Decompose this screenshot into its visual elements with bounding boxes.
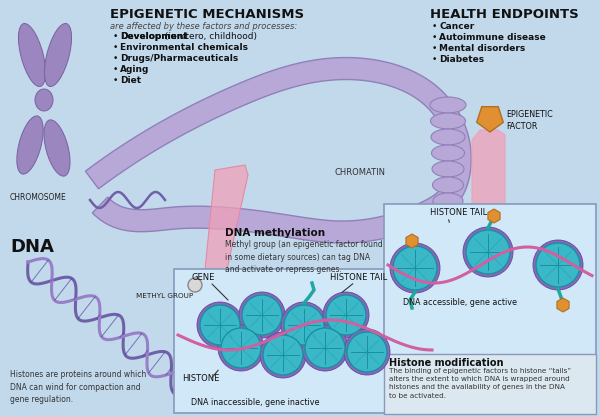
Text: Diet: Diet	[120, 76, 141, 85]
Ellipse shape	[44, 120, 70, 176]
Text: DNA: DNA	[10, 238, 54, 256]
Circle shape	[221, 328, 261, 368]
Text: DNA methylation: DNA methylation	[225, 228, 325, 238]
Text: Development: Development	[120, 32, 188, 41]
Circle shape	[239, 292, 285, 338]
Text: •: •	[113, 32, 118, 41]
Circle shape	[347, 332, 387, 372]
Polygon shape	[200, 165, 248, 283]
Ellipse shape	[431, 113, 466, 129]
Ellipse shape	[432, 161, 464, 177]
Text: Cancer: Cancer	[439, 22, 474, 31]
Text: •: •	[432, 22, 437, 31]
Polygon shape	[85, 58, 471, 243]
Circle shape	[393, 246, 437, 290]
Text: (in utero, childhood): (in utero, childhood)	[163, 32, 257, 41]
Text: Diabetes: Diabetes	[439, 55, 484, 64]
Text: DNA inaccessible, gene inactive: DNA inaccessible, gene inactive	[191, 398, 319, 407]
Text: •: •	[113, 43, 118, 52]
Circle shape	[463, 227, 513, 277]
Text: •: •	[432, 33, 437, 42]
Ellipse shape	[17, 116, 43, 174]
Text: HISTONE TAIL: HISTONE TAIL	[330, 273, 387, 282]
Ellipse shape	[431, 129, 465, 145]
Circle shape	[200, 305, 240, 345]
Text: HISTONE: HISTONE	[182, 374, 220, 383]
Text: CHROMOSOME: CHROMOSOME	[10, 193, 67, 202]
Ellipse shape	[19, 23, 46, 86]
Circle shape	[188, 278, 202, 292]
Circle shape	[390, 243, 440, 293]
Ellipse shape	[44, 23, 71, 86]
Text: Autoimmune disease: Autoimmune disease	[439, 33, 546, 42]
Circle shape	[218, 325, 264, 371]
Circle shape	[466, 230, 510, 274]
Circle shape	[302, 325, 348, 371]
Circle shape	[260, 332, 306, 378]
Ellipse shape	[430, 97, 466, 113]
Text: HISTONE TAIL: HISTONE TAIL	[430, 208, 487, 217]
Text: •: •	[113, 65, 118, 74]
Ellipse shape	[431, 145, 464, 161]
Text: METHYL GROUP: METHYL GROUP	[136, 293, 194, 299]
Ellipse shape	[433, 193, 463, 209]
Ellipse shape	[35, 89, 53, 111]
Text: Environmental chemicals: Environmental chemicals	[120, 43, 248, 52]
Text: GENE: GENE	[192, 273, 215, 282]
Text: CHROMATIN: CHROMATIN	[335, 168, 386, 177]
Text: •: •	[113, 54, 118, 63]
Circle shape	[263, 335, 303, 375]
Text: HEALTH ENDPOINTS: HEALTH ENDPOINTS	[430, 8, 579, 21]
Circle shape	[242, 295, 282, 335]
Text: Development: Development	[120, 32, 188, 41]
Text: DNA accessible, gene active: DNA accessible, gene active	[403, 298, 517, 307]
FancyBboxPatch shape	[174, 269, 436, 413]
Text: Drugs/Pharmaceuticals: Drugs/Pharmaceuticals	[120, 54, 238, 63]
Text: •: •	[432, 44, 437, 53]
Ellipse shape	[433, 177, 464, 193]
Circle shape	[197, 302, 243, 348]
FancyBboxPatch shape	[384, 354, 596, 414]
Circle shape	[323, 292, 369, 338]
Text: The binding of epigenetic factors to histone “tails”
alters the extent to which : The binding of epigenetic factors to his…	[389, 368, 571, 399]
Circle shape	[281, 302, 327, 348]
FancyBboxPatch shape	[384, 204, 596, 356]
Circle shape	[284, 305, 324, 345]
Circle shape	[344, 329, 390, 375]
Circle shape	[326, 295, 366, 335]
Text: Aging: Aging	[120, 65, 149, 74]
Circle shape	[536, 243, 580, 287]
Text: Histone modification: Histone modification	[389, 358, 503, 368]
Polygon shape	[472, 130, 505, 215]
Text: EPIGENETIC
FACTOR: EPIGENETIC FACTOR	[506, 110, 553, 131]
Text: Mental disorders: Mental disorders	[439, 44, 525, 53]
Text: Histones are proteins around which
DNA can wind for compaction and
gene regulati: Histones are proteins around which DNA c…	[10, 370, 146, 404]
Text: Methyl group (an epigenetic factor found
in some dietary sources) can tag DNA
an: Methyl group (an epigenetic factor found…	[225, 240, 383, 274]
Text: are affected by these factors and processes:: are affected by these factors and proces…	[110, 22, 297, 31]
Text: •: •	[113, 76, 118, 85]
Circle shape	[533, 240, 583, 290]
Text: •: •	[432, 55, 437, 64]
Circle shape	[305, 328, 345, 368]
Text: EPIGENETIC MECHANISMS: EPIGENETIC MECHANISMS	[110, 8, 304, 21]
